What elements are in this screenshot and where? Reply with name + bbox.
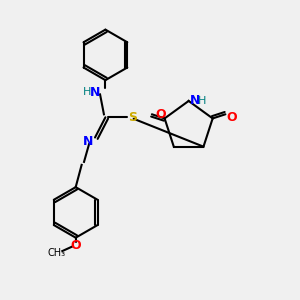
- Text: N: N: [190, 94, 200, 107]
- Text: N: N: [82, 135, 93, 148]
- Text: H: H: [198, 96, 206, 106]
- Text: CH₃: CH₃: [47, 248, 65, 257]
- Text: O: O: [155, 108, 166, 121]
- Text: N: N: [90, 85, 100, 98]
- Text: O: O: [227, 111, 238, 124]
- Text: H: H: [82, 87, 91, 97]
- Text: S: S: [128, 111, 137, 124]
- Text: O: O: [70, 238, 81, 252]
